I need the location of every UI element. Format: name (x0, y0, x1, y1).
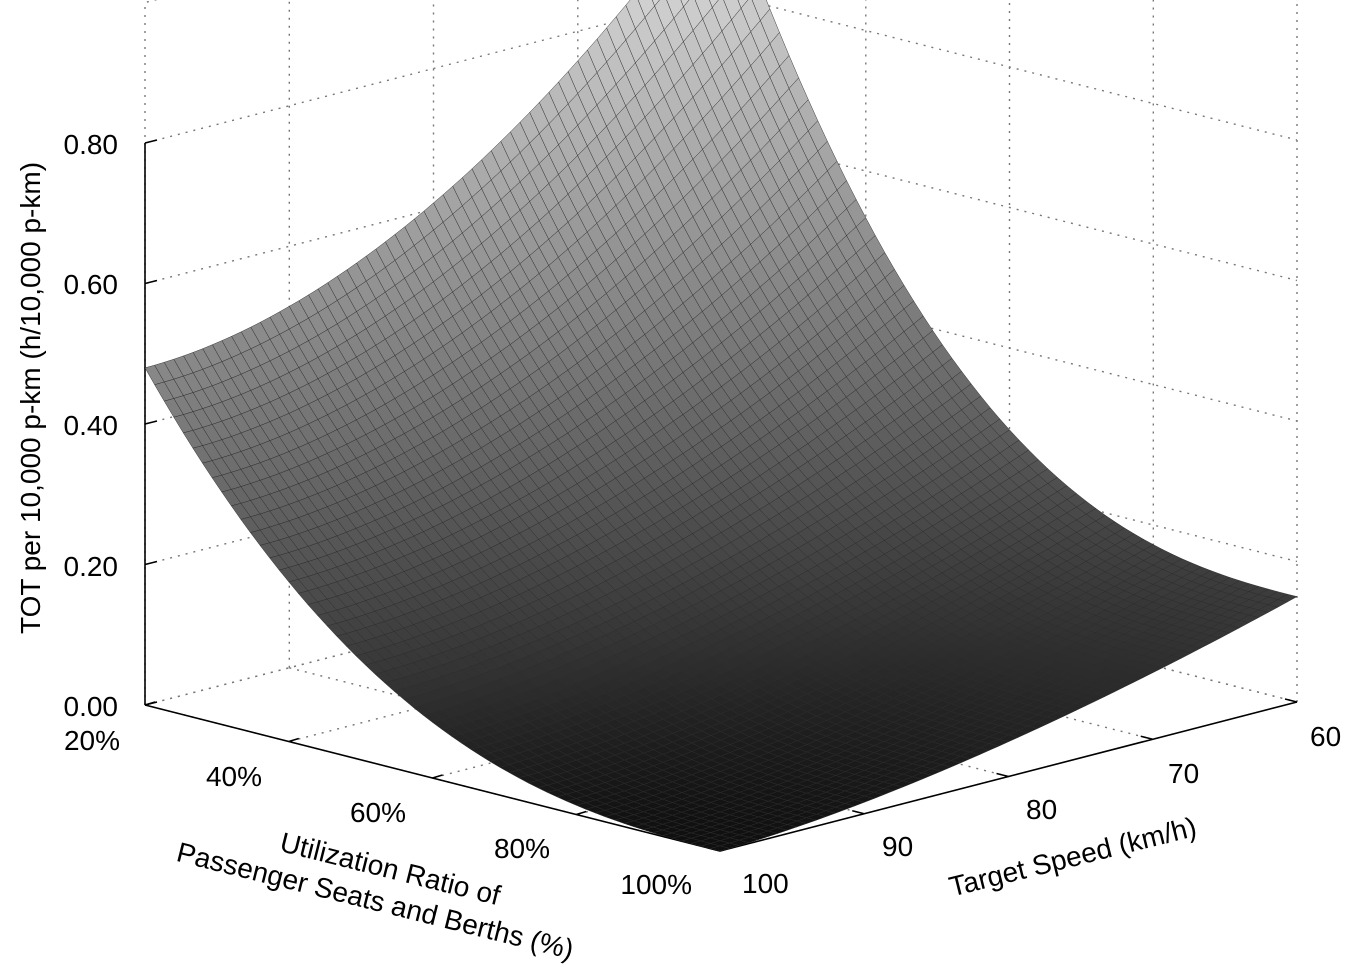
y-tick-label: 60 (1310, 721, 1341, 752)
z-tick-label: 0.00 (64, 691, 119, 722)
z-tick-mark (144, 560, 158, 566)
y-tick-mark (1284, 698, 1298, 703)
y-tick-labels: 100 90 80 70 60 (742, 721, 1341, 899)
axes (144, 139, 1298, 852)
x-tick-mark (288, 737, 299, 743)
y-tick-mark (996, 772, 1009, 778)
x-tick-label: 100% (620, 869, 692, 900)
y-tick-label: 70 (1168, 758, 1199, 789)
y-tick-mark (852, 809, 865, 815)
z-tick-mark (144, 139, 158, 144)
z-tick-label: 0.20 (64, 551, 119, 582)
y-tick-label: 80 (1026, 794, 1057, 825)
z-tick-mark (144, 420, 158, 425)
z-tick-label: 0.40 (64, 410, 119, 441)
y-axis-label: Target Speed (km/h) (946, 811, 1200, 902)
x-tick-labels: 20% 40% 60% 80% 100% (64, 725, 692, 900)
z-tick-label: 0.60 (64, 269, 119, 300)
x-tick-label: 60% (350, 797, 406, 828)
x-tick-label: 40% (206, 761, 262, 792)
x-tick-mark (432, 774, 443, 779)
surface-mesh (144, 0, 1298, 852)
z-tick-mark (144, 279, 158, 285)
x-tick-label: 80% (494, 833, 550, 864)
z-tick-labels: 0.00 0.20 0.40 0.60 0.80 (64, 129, 119, 722)
y-tick-label: 100 (742, 868, 789, 899)
x-tick-mark (576, 810, 587, 816)
x-tick-label: 20% (64, 725, 120, 756)
surface-patch (709, 845, 731, 852)
y-tick-label: 90 (882, 831, 913, 862)
z-tick-label: 0.80 (64, 129, 119, 160)
z-axis-label: TOT per 10,000 p-km (h/10,000 p-km) (15, 162, 46, 634)
grid-line (721, 133, 1298, 282)
x-tick-mark (144, 701, 156, 706)
y-tick-mark (1140, 735, 1153, 741)
